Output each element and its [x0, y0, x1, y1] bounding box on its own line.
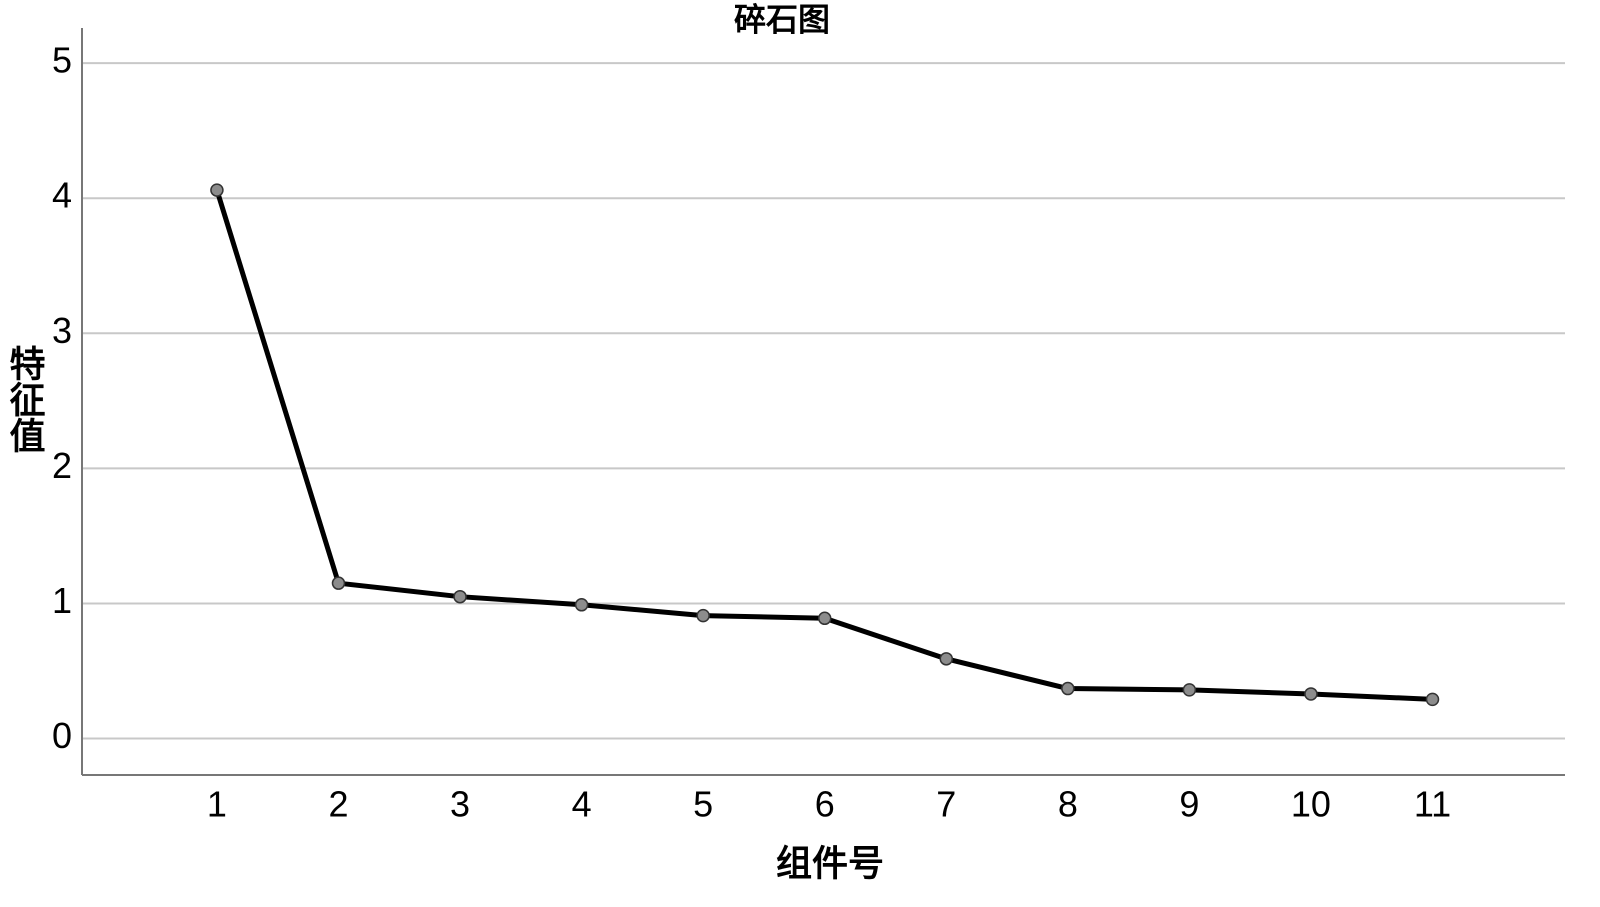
y-tick-label: 0: [52, 715, 72, 756]
y-tick-label: 4: [52, 175, 72, 216]
x-tick-label: 8: [1058, 784, 1078, 825]
y-axis-title: 特征值: [5, 345, 46, 453]
x-tick-label: 6: [815, 784, 835, 825]
x-tick-label: 1: [207, 784, 227, 825]
y-tick-label: 2: [52, 445, 72, 486]
chart-title: 碎石图: [734, 1, 830, 37]
point: [939, 652, 954, 666]
point: [331, 576, 346, 590]
point: [817, 611, 832, 626]
point: [1182, 683, 1197, 697]
y-tick-label: 1: [52, 580, 72, 621]
x-tick-label: 4: [572, 784, 592, 825]
point: [1304, 687, 1318, 701]
x-axis-title: 组件号: [776, 843, 884, 884]
x-tick-label: 5: [693, 784, 713, 825]
x-tick-label: 2: [328, 784, 348, 825]
x-tick-label: 9: [1179, 784, 1199, 825]
point: [1425, 692, 1440, 707]
x-tick-label: 3: [450, 784, 470, 825]
point: [696, 608, 710, 623]
x-tick-label: 7: [936, 784, 956, 825]
point: [210, 183, 224, 197]
point: [1061, 681, 1075, 696]
y-tick-label: 3: [52, 310, 72, 351]
point: [574, 598, 589, 612]
point: [453, 589, 467, 604]
x-tick-label: 10: [1291, 784, 1331, 825]
x-tick-label: 11: [1414, 784, 1451, 825]
y-tick-label: 5: [52, 40, 72, 81]
